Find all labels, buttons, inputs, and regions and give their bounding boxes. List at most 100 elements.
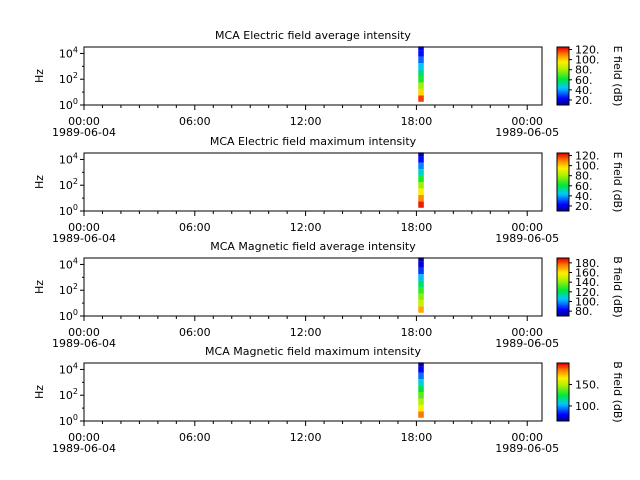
y-tick-label: 104: [59, 256, 78, 271]
colorbar-swatch: [557, 161, 569, 164]
colorbar-label: B field (dB): [611, 361, 624, 422]
colorbar-swatch: [557, 193, 569, 196]
colorbar-swatch: [557, 157, 569, 160]
y-tick-label: 100: [59, 203, 78, 218]
colorbar-swatch: [557, 384, 569, 387]
colorbar-swatch: [557, 180, 569, 183]
x-tick-label: 12:00: [290, 431, 322, 444]
heatmap-cell: [418, 280, 424, 287]
colorbar-swatch: [557, 374, 569, 377]
colorbar-swatch: [557, 47, 569, 49]
colorbar-swatch: [557, 164, 569, 167]
colorbar-swatch: [557, 73, 569, 76]
colorbar-swatch: [557, 302, 569, 305]
panel-title: MCA Magnetic field maximum intensity: [205, 345, 421, 358]
colorbar-swatch: [557, 288, 569, 291]
colorbar-swatch: [557, 363, 569, 365]
colorbar-swatch: [557, 100, 569, 103]
x-tick-label: 00:00: [68, 326, 100, 339]
panel-4: MCA Magnetic field maximum intensity 00:0…: [33, 345, 624, 455]
heatmap-cell: [418, 366, 424, 373]
colorbar-swatch: [557, 90, 569, 93]
colorbar-swatch: [557, 89, 569, 91]
colorbar-swatch: [557, 76, 569, 78]
x-tick-label: 06:00: [179, 326, 211, 339]
colorbar-swatch: [557, 81, 569, 84]
colorbar-swatch: [557, 383, 569, 386]
colorbar-swatch: [557, 84, 569, 87]
x-tick-label: 06:00: [179, 221, 211, 234]
colorbar-swatch: [557, 301, 569, 304]
colorbar-swatch: [557, 158, 569, 161]
x-tick-label: 00:00: [68, 115, 100, 128]
colorbar-swatch: [557, 192, 569, 195]
colorbar-swatch: [557, 208, 569, 211]
colorbar-swatch: [557, 102, 569, 105]
colorbar-swatch: [557, 418, 569, 421]
colorbar-swatch: [557, 57, 569, 60]
heatmap-cell: [418, 201, 424, 208]
colorbar-swatch: [557, 371, 569, 374]
colorbar-swatch: [557, 86, 569, 89]
colorbar-swatch: [557, 48, 569, 51]
colorbar-swatch: [557, 93, 569, 96]
colorbar-swatch: [557, 263, 569, 266]
heatmap-cell: [418, 76, 424, 83]
colorbar-swatch: [557, 197, 569, 200]
colorbar-swatch: [557, 367, 569, 370]
y-tick-label: 100: [59, 413, 78, 428]
y-tick-label: 104: [59, 45, 78, 60]
colorbar-swatch: [557, 60, 569, 62]
colorbar-swatch: [557, 200, 569, 203]
colorbar-swatch: [557, 399, 569, 402]
x-tick-label: 06:00: [179, 115, 211, 128]
y-axis-label: Hz: [33, 280, 46, 294]
colorbar-swatch: [557, 54, 569, 57]
heatmap-cell: [418, 46, 424, 51]
heatmap-cell: [418, 182, 424, 189]
colorbar-swatch: [557, 292, 569, 295]
colorbar-swatch: [557, 179, 569, 182]
heatmap-cell: [418, 63, 424, 70]
panel-2: MCA Electric field maximum intensity 00:0…: [33, 135, 624, 245]
x-tick-label: 18:00: [401, 115, 433, 128]
heatmap-cell: [418, 379, 424, 386]
colorbar-tick-label: 80.: [575, 170, 593, 183]
colorbar-swatch: [557, 163, 569, 166]
y-tick-label: 100: [59, 97, 78, 112]
colorbar-swatch: [557, 271, 569, 273]
colorbar-swatch: [557, 307, 569, 310]
colorbar-swatch: [557, 71, 569, 74]
panel-title: MCA Magnetic field average intensity: [210, 240, 416, 253]
colorbar-swatch: [557, 281, 569, 284]
colorbar-swatch: [557, 61, 569, 64]
colorbar-tick-label: 100.: [575, 400, 600, 413]
heatmap-cell: [418, 372, 424, 380]
colorbar-tick-label: 40.: [575, 190, 593, 203]
colorbar-swatch: [557, 275, 569, 278]
colorbar-swatch: [557, 205, 569, 208]
colorbar-swatch: [557, 396, 569, 399]
heatmap-cell: [418, 194, 424, 202]
colorbar-swatch: [557, 99, 569, 102]
colorbar-swatch: [557, 96, 569, 99]
colorbar-swatch: [557, 370, 569, 373]
colorbar-swatch: [557, 305, 569, 308]
heatmap-cell: [418, 56, 424, 64]
x-date-label: 1989-06-04: [52, 442, 116, 455]
colorbar-tick-label: 80.: [575, 305, 593, 318]
colorbar-swatch: [557, 182, 569, 184]
colorbar-swatch: [557, 289, 569, 292]
colorbar-swatch: [557, 276, 569, 279]
colorbar-swatch: [557, 266, 569, 269]
y-tick-label: 102: [59, 177, 78, 192]
colorbar-swatch: [557, 300, 569, 302]
colorbar-swatch: [557, 397, 569, 400]
colorbar-swatch: [557, 377, 569, 380]
colorbar-swatch: [557, 392, 569, 394]
colorbar-swatch: [557, 405, 569, 407]
colorbar-tick-label: 100.: [575, 54, 600, 67]
colorbar-swatch: [557, 373, 569, 376]
x-date-label: 1989-06-05: [495, 126, 559, 139]
y-tick-label: 104: [59, 361, 78, 376]
